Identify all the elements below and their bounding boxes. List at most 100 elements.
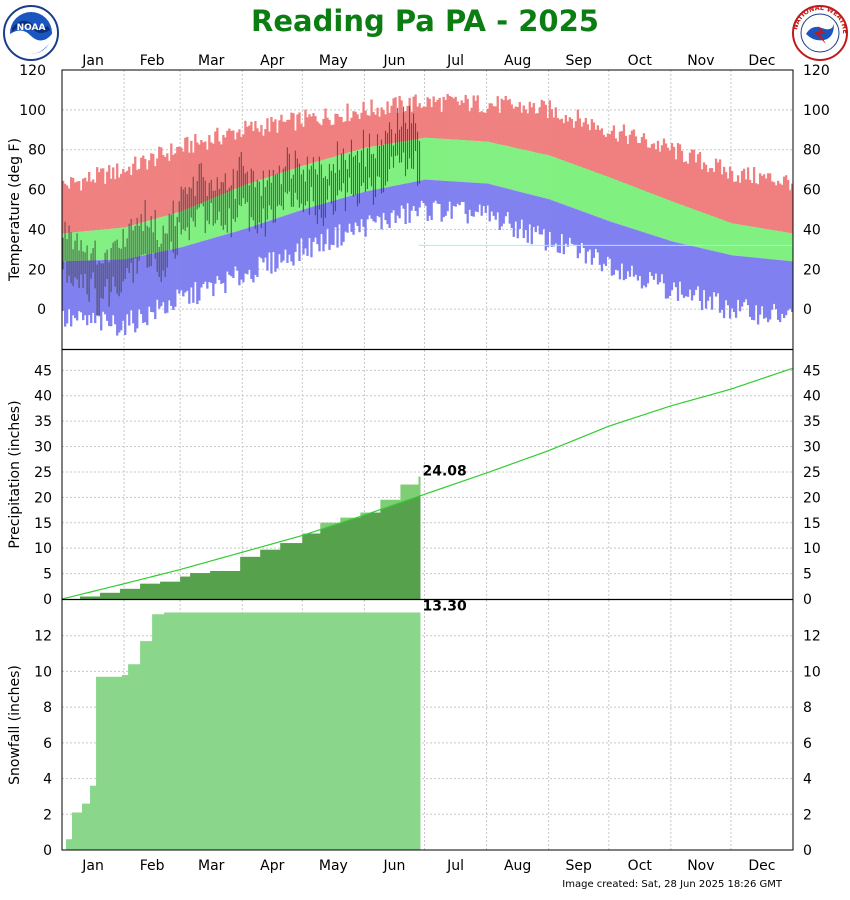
month-label-bottom: Jan: [81, 858, 104, 874]
record-high-bar: [230, 130, 233, 191]
record-low-bar: [694, 246, 698, 290]
normal-range-bar: [574, 165, 578, 210]
record-high-bar: [330, 125, 333, 158]
record-high-bar: [294, 130, 297, 169]
record-low-bar: [630, 228, 634, 266]
normal-range-bar: [476, 141, 479, 183]
observed-temp-bar: [390, 129, 393, 157]
record-low-bar: [722, 253, 726, 319]
record-low-bar: [370, 190, 373, 219]
record-low-bar: [788, 261, 792, 309]
normal-range-bar: [402, 141, 405, 184]
observed-temp-bar: [130, 218, 132, 263]
normal-range-bar: [178, 212, 181, 248]
record-low-bar: [254, 225, 257, 275]
noaa-logo: NOAA: [3, 5, 59, 61]
record-low-bar: [440, 180, 443, 222]
y-tick-label-right: 120: [803, 63, 830, 79]
observed-temp-bar: [342, 148, 344, 184]
record-high-bar: [616, 141, 620, 181]
record-low-bar: [326, 202, 329, 229]
normal-range-bar: [210, 198, 213, 239]
normal-range-bar: [512, 147, 515, 191]
observed-temp-bar: [316, 174, 318, 224]
record-high-bar: [568, 117, 571, 163]
normal-range-bar: [786, 232, 790, 261]
record-low-bar: [702, 248, 706, 291]
record-low-bar: [366, 191, 369, 220]
normal-range-bar: [500, 144, 503, 188]
record-high-bar: [210, 142, 213, 199]
page-title: Reading Pa PA - 2025: [251, 4, 599, 38]
record-low-bar: [546, 199, 549, 247]
normal-range-bar: [98, 229, 101, 261]
normal-range-bar: [390, 143, 393, 187]
record-low-bar: [428, 179, 431, 216]
record-high-bar: [606, 133, 610, 177]
y-tick-label-right: 25: [803, 465, 821, 481]
normal-range-bar: [694, 210, 698, 247]
record-high-bar: [416, 106, 419, 140]
record-high-bar: [536, 113, 539, 153]
y-tick-label-left: 8: [43, 700, 52, 716]
y-tick-label-left: 6: [43, 736, 52, 752]
record-high-bar: [586, 124, 590, 170]
record-high-bar: [644, 139, 648, 192]
record-low-bar: [720, 253, 724, 310]
record-high-bar: [158, 146, 161, 218]
normal-range-bar: [120, 227, 123, 260]
record-high-bar: [552, 117, 555, 158]
record-low-bar: [506, 188, 509, 213]
record-high-bar: [340, 116, 343, 155]
record-low-bar: [302, 209, 305, 255]
observed-temp-bar: [272, 169, 274, 223]
y-tick-label-right: 6: [803, 736, 812, 752]
record-high-bar: [580, 126, 584, 168]
record-high-bar: [706, 172, 710, 215]
normal-range-bar: [640, 189, 644, 232]
observed-temp-bar: [368, 133, 371, 178]
record-low-bar: [708, 250, 712, 297]
normal-range-bar: [560, 160, 563, 204]
record-low-bar: [332, 200, 335, 246]
record-high-bar: [574, 121, 578, 166]
normal-range-bar: [584, 168, 588, 213]
normal-range-bar: [478, 141, 481, 184]
y-tick-label-right: 15: [803, 516, 821, 532]
record-low-bar: [190, 244, 193, 288]
y-tick-label-right: 12: [803, 629, 821, 645]
record-low-bar: [400, 184, 403, 206]
record-high-bar: [436, 99, 439, 139]
observed-temp-bar: [322, 177, 324, 226]
record-low-bar: [446, 181, 449, 212]
observed-temp-bar: [132, 230, 134, 283]
record-high-bar: [538, 107, 541, 154]
record-low-bar: [132, 257, 135, 324]
record-low-bar: [492, 185, 495, 216]
record-low-bar: [602, 219, 606, 264]
record-high-bar: [178, 146, 181, 213]
normal-range-bar: [566, 162, 569, 207]
month-label-top: Apr: [260, 53, 284, 69]
record-high-bar: [282, 121, 285, 173]
normal-range-bar: [568, 163, 571, 207]
record-high-bar: [652, 143, 656, 195]
normal-range-bar: [650, 193, 654, 235]
record-low-bar: [342, 197, 345, 242]
normal-range-bar: [720, 219, 724, 254]
observed-temp-bar: [266, 180, 268, 220]
observed-temp-bar: [294, 150, 296, 193]
y-tick-label-left: 2: [43, 807, 52, 823]
normal-range-bar: [242, 185, 245, 230]
observed-temp-bar: [198, 163, 200, 208]
record-high-bar: [636, 142, 640, 189]
record-low-bar: [762, 258, 766, 319]
record-high-bar: [116, 163, 119, 229]
normal-range-bar: [702, 213, 706, 249]
observed-temp-bar: [304, 181, 306, 206]
normal-range-bar: [408, 140, 411, 183]
record-low-bar: [258, 224, 261, 257]
record-high-bar: [598, 130, 602, 174]
record-low-bar: [468, 182, 471, 210]
record-high-bar: [194, 133, 197, 206]
